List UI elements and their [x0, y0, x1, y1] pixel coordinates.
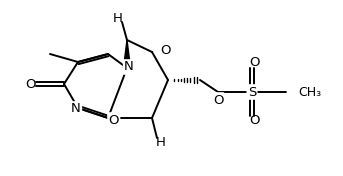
Text: O: O [108, 114, 119, 127]
Text: H: H [113, 11, 123, 24]
Polygon shape [123, 40, 130, 68]
Text: N: N [71, 102, 81, 115]
Text: O: O [213, 93, 223, 106]
Text: O: O [249, 56, 259, 70]
Text: H: H [156, 136, 166, 149]
Text: CH₃: CH₃ [298, 86, 321, 99]
Text: O: O [25, 77, 35, 90]
Text: O: O [249, 115, 259, 127]
Text: O: O [160, 43, 170, 56]
Text: S: S [248, 86, 256, 99]
Text: N: N [124, 61, 134, 74]
